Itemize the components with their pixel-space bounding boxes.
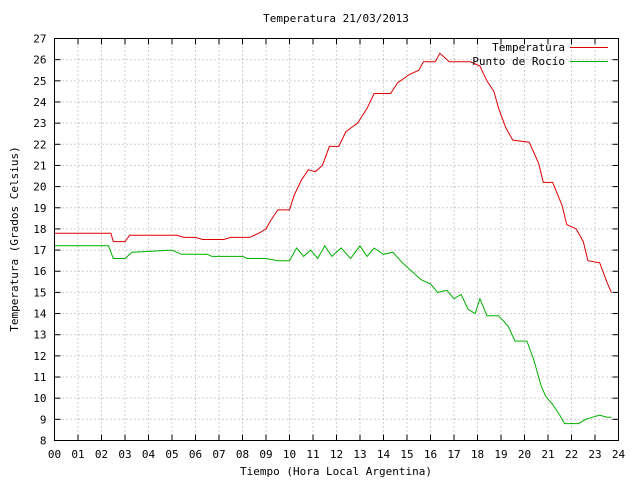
- x-tick-label: 08: [236, 448, 249, 461]
- x-tick-label: 06: [189, 448, 202, 461]
- x-tick-label: 10: [283, 448, 296, 461]
- x-tick-label: 20: [518, 448, 531, 461]
- y-tick-label: 23: [33, 117, 46, 130]
- x-tick-label: 16: [424, 448, 437, 461]
- x-tick-label: 07: [212, 448, 225, 461]
- series-line-temperatura: [54, 52, 612, 293]
- y-tick-label: 14: [33, 308, 47, 321]
- chart-title: Temperatura 21/03/2013: [263, 12, 409, 25]
- y-tick-label: 24: [33, 96, 47, 109]
- y-tick-label: 9: [40, 413, 47, 426]
- x-tick-label: 18: [471, 448, 484, 461]
- x-tick-label: 15: [400, 448, 413, 461]
- x-tick-label: 14: [377, 448, 391, 461]
- x-tick-label: 11: [306, 448, 319, 461]
- y-tick-label: 13: [33, 329, 46, 342]
- series-layer: [54, 52, 612, 425]
- x-tick-label: 17: [447, 448, 460, 461]
- y-tick-label: 8: [40, 435, 47, 448]
- y-tick-label: 16: [33, 265, 46, 278]
- y-tick-label: 25: [33, 75, 46, 88]
- x-tick-label: 12: [330, 448, 343, 461]
- x-tick-label: 24: [612, 448, 626, 461]
- y-tick-label: 26: [33, 54, 46, 67]
- series-line-punto-de-rocio: [54, 244, 612, 425]
- grid-lines: [54, 38, 619, 441]
- x-axis-label: Tiempo (Hora Local Argentina): [240, 465, 432, 478]
- x-tick-label: 00: [48, 448, 61, 461]
- legend: Temperatura Punto de Rocío: [472, 41, 608, 68]
- axis-ticks: [54, 38, 619, 441]
- y-tick-label: 12: [33, 350, 46, 363]
- y-tick-label: 11: [33, 371, 46, 384]
- y-tick-label: 22: [33, 138, 46, 151]
- y-tick-labels: 8 9 10 11 12 13 14 15 16 17 18 19 20 21 22 23 24 25 26 27: [33, 33, 47, 448]
- x-tick-label: 21: [541, 448, 554, 461]
- y-axis-label: Temperatura (Grados Celsius): [8, 146, 21, 331]
- x-tick-label: 13: [353, 448, 366, 461]
- y-tick-label: 10: [33, 392, 46, 405]
- y-tick-label: 20: [33, 181, 46, 194]
- x-tick-label: 01: [71, 448, 84, 461]
- legend-label-temperatura: Temperatura: [492, 41, 565, 54]
- x-tick-labels: 00 01 02 03 04 05 06 07 08 09 10 11 12 13 14 15 16 17 18 19…: [48, 448, 626, 461]
- y-tick-label: 19: [33, 202, 46, 215]
- x-tick-label: 22: [565, 448, 578, 461]
- x-tick-label: 05: [165, 448, 178, 461]
- y-tick-label: 17: [33, 244, 46, 257]
- x-tick-label: 02: [95, 448, 108, 461]
- x-tick-label: 04: [142, 448, 156, 461]
- x-tick-label: 09: [259, 448, 272, 461]
- x-tick-label: 19: [494, 448, 507, 461]
- y-tick-label: 18: [33, 223, 46, 236]
- y-tick-label: 21: [33, 159, 46, 172]
- y-tick-label: 15: [33, 286, 46, 299]
- x-tick-label: 03: [118, 448, 131, 461]
- x-tick-label: 23: [588, 448, 601, 461]
- y-tick-label: 27: [33, 33, 46, 46]
- legend-label-punto-de-rocio: Punto de Rocío: [472, 55, 565, 68]
